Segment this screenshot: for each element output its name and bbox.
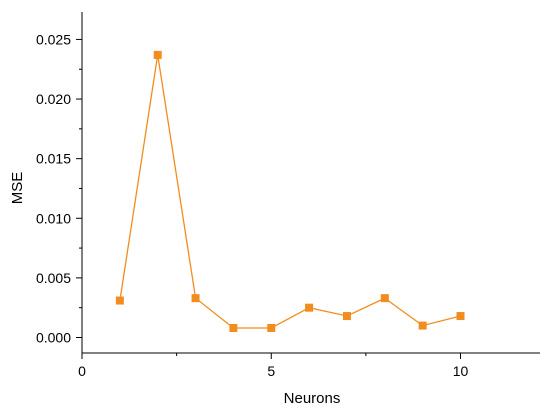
y-tick-label: 0.025 [36,31,71,47]
data-point [456,312,465,321]
data-point [229,323,238,332]
axes [81,12,540,354]
data-point [342,312,351,321]
y-axis-title: MSE [9,172,26,205]
data-point [153,50,162,59]
data-point [418,321,427,330]
y-ticks: 0.000 0.005 0.010 0.015 0.020 0.025 [36,31,82,346]
y-tick-label: 0.000 [36,330,71,346]
data-point [380,294,389,303]
x-tick-label: 10 [453,363,469,379]
data-point [115,296,124,305]
data-point [267,323,276,332]
x-tick-label: 5 [267,363,275,379]
series-line [119,54,461,329]
series-group [115,50,465,332]
y-tick-label: 0.005 [36,270,71,286]
x-axis-title: Neurons [284,390,341,407]
data-point [305,303,314,312]
x-tick-label: 0 [78,363,86,379]
y-tick-label: 0.020 [36,91,71,107]
y-tick-label: 0.010 [36,210,71,226]
data-point [191,294,200,303]
y-tick-label: 0.015 [36,151,71,167]
x-ticks: 0 5 10 [78,353,469,379]
